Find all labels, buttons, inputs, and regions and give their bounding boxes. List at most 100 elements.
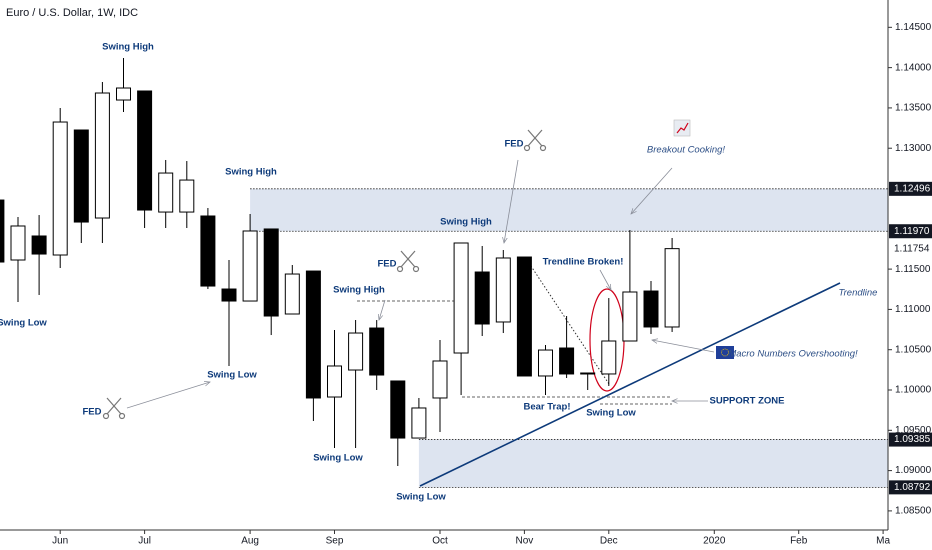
candle-body xyxy=(0,199,5,263)
annotation: Trendline xyxy=(839,288,878,299)
broken-trendline xyxy=(524,256,610,385)
chart-title: Euro / U.S. Dollar, 1W, IDC xyxy=(6,7,138,19)
candle-body xyxy=(369,327,385,376)
price-level-box xyxy=(889,480,932,495)
candle-body xyxy=(622,291,638,342)
candle-body xyxy=(495,257,511,323)
annotation: Swing High xyxy=(440,217,492,228)
candle-body xyxy=(664,248,680,328)
candle-body xyxy=(137,90,153,211)
candle-body xyxy=(411,407,427,439)
y-tick-label: 1.11000 xyxy=(895,304,931,315)
candle-body xyxy=(158,172,174,213)
labels: 1.14500 1.14000 1.13500 1.13000 1.11500 1.110… xyxy=(52,22,932,547)
candle-body xyxy=(263,228,279,317)
candle-body xyxy=(432,360,448,399)
x-tick-label: Jun xyxy=(52,536,68,547)
y-tick-label: 1.10000 xyxy=(895,385,932,396)
price-level-label: 1.08792 xyxy=(894,482,931,493)
y-tick-label: 1.10500 xyxy=(895,344,932,355)
candle-body xyxy=(474,271,490,325)
candle-body xyxy=(73,129,89,223)
candle-body xyxy=(516,256,532,377)
annotation: Swing Low xyxy=(207,370,257,381)
price-level-label: 1.12496 xyxy=(894,183,931,194)
annotation: Swing Low xyxy=(313,453,363,464)
arrow xyxy=(599,269,611,290)
price-level-box xyxy=(889,181,932,196)
arrow xyxy=(379,299,386,320)
candle-body xyxy=(601,340,617,375)
y-tick-label: 1.13500 xyxy=(895,103,932,114)
annotation: Swing Low xyxy=(396,492,446,503)
annotation: SUPPORT ZONE xyxy=(710,396,785,407)
price-level-label: 1.11754 xyxy=(894,243,930,254)
candle-body xyxy=(52,121,68,256)
candle-body xyxy=(116,87,131,101)
annotation-lines xyxy=(102,119,841,487)
x-tick-label: Ma xyxy=(876,536,890,547)
y-tick-label: 1.13000 xyxy=(895,143,932,154)
x-tick-label: Dec xyxy=(600,536,618,547)
price-level-label: 1.09385 xyxy=(894,434,931,445)
candles xyxy=(0,58,680,467)
candle-body xyxy=(200,215,216,287)
zone xyxy=(418,439,888,488)
chart-icon xyxy=(673,119,691,137)
annotation: Swing Low xyxy=(0,318,47,329)
annotation: Breakout Cooking! xyxy=(647,145,726,156)
x-tick-label: Nov xyxy=(516,536,534,547)
candle-body xyxy=(242,230,258,302)
candle-body xyxy=(643,290,659,328)
annotation: Swing High xyxy=(225,167,277,178)
arrow xyxy=(504,159,519,243)
annotation: Macro Numbers Overshooting! xyxy=(728,349,858,360)
x-tick-label: Aug xyxy=(241,536,259,547)
price-level-box xyxy=(889,224,932,239)
axes xyxy=(0,0,892,534)
arrow xyxy=(631,167,673,214)
arrow xyxy=(126,382,210,409)
candle-body xyxy=(10,225,26,261)
candle-body xyxy=(348,332,364,371)
trendline xyxy=(419,282,841,487)
candle-body xyxy=(390,380,406,439)
candle-body xyxy=(580,372,596,375)
candle-body xyxy=(305,270,321,399)
annotation: Swing High xyxy=(333,285,385,296)
candle-body xyxy=(327,365,342,398)
arrow xyxy=(652,340,715,353)
candle-body xyxy=(453,242,469,354)
annotations: Swing High Swing High Swing High Swing H… xyxy=(0,42,877,503)
scissors-icon xyxy=(102,129,547,420)
candle-body xyxy=(94,92,110,219)
candle-body xyxy=(284,273,300,315)
annotation: FED xyxy=(505,139,524,150)
candle-body xyxy=(221,288,237,302)
y-tick-label: 1.14500 xyxy=(895,22,932,33)
price-level-box xyxy=(889,432,932,447)
annotation: Swing High xyxy=(102,42,154,53)
x-tick-label: Jul xyxy=(138,536,151,547)
y-tick-label: 1.11500 xyxy=(895,264,931,275)
x-tick-label: Feb xyxy=(790,536,808,547)
x-tick-label: Sep xyxy=(326,536,344,547)
price-level-label: 1.11970 xyxy=(894,226,930,237)
zones xyxy=(250,188,889,488)
candle-body xyxy=(538,349,553,377)
zone xyxy=(250,188,889,232)
annotation: Bear Trap! xyxy=(524,402,571,413)
y-tick-label: 1.09000 xyxy=(895,465,932,476)
flag-icon xyxy=(716,346,734,359)
y-tick-label: 1.09500 xyxy=(895,425,932,436)
y-tick-label: 1.08500 xyxy=(895,506,932,517)
x-tick-label: Oct xyxy=(432,536,448,547)
candle-body xyxy=(31,235,47,255)
highlight-ellipse xyxy=(589,288,625,392)
annotation: FED xyxy=(378,259,397,270)
annotation: Trendline Broken! xyxy=(543,257,624,268)
candle-body xyxy=(179,179,195,213)
candle-body xyxy=(559,347,575,375)
annotation: FED xyxy=(83,407,102,418)
